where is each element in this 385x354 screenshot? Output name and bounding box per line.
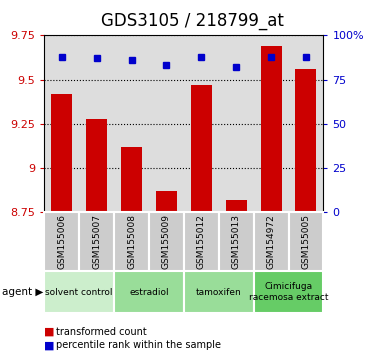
Text: GSM155008: GSM155008 bbox=[127, 214, 136, 269]
Text: GSM155013: GSM155013 bbox=[232, 214, 241, 269]
Bar bbox=[44, 212, 79, 271]
Bar bbox=[114, 271, 184, 313]
Text: Cimicifuga
racemosa extract: Cimicifuga racemosa extract bbox=[249, 282, 328, 302]
Text: GSM155009: GSM155009 bbox=[162, 214, 171, 269]
Bar bbox=[191, 85, 212, 212]
Text: percentile rank within the sample: percentile rank within the sample bbox=[56, 340, 221, 350]
Text: GSM154972: GSM154972 bbox=[266, 214, 276, 269]
Bar bbox=[114, 212, 149, 271]
Bar bbox=[254, 271, 323, 313]
Bar bbox=[296, 69, 316, 212]
Text: ■: ■ bbox=[44, 327, 55, 337]
Text: GSM155005: GSM155005 bbox=[301, 214, 310, 269]
Text: GDS3105 / 218799_at: GDS3105 / 218799_at bbox=[101, 12, 284, 30]
Text: GSM155006: GSM155006 bbox=[57, 214, 66, 269]
Bar bbox=[79, 212, 114, 271]
Text: estradiol: estradiol bbox=[129, 287, 169, 297]
Bar bbox=[156, 191, 177, 212]
Bar bbox=[261, 46, 281, 212]
Text: agent ▶: agent ▶ bbox=[2, 287, 43, 297]
Bar bbox=[254, 212, 288, 271]
Bar bbox=[184, 271, 254, 313]
Text: GSM155007: GSM155007 bbox=[92, 214, 101, 269]
Bar bbox=[288, 212, 323, 271]
Bar bbox=[184, 212, 219, 271]
Bar bbox=[226, 200, 247, 212]
Text: GSM155012: GSM155012 bbox=[197, 214, 206, 269]
Bar bbox=[149, 212, 184, 271]
Text: transformed count: transformed count bbox=[56, 327, 147, 337]
Text: ■: ■ bbox=[44, 340, 55, 350]
Bar bbox=[121, 147, 142, 212]
Bar bbox=[86, 119, 107, 212]
Text: solvent control: solvent control bbox=[45, 287, 113, 297]
Bar bbox=[219, 212, 254, 271]
Text: tamoxifen: tamoxifen bbox=[196, 287, 242, 297]
Bar bbox=[44, 271, 114, 313]
Bar bbox=[51, 94, 72, 212]
